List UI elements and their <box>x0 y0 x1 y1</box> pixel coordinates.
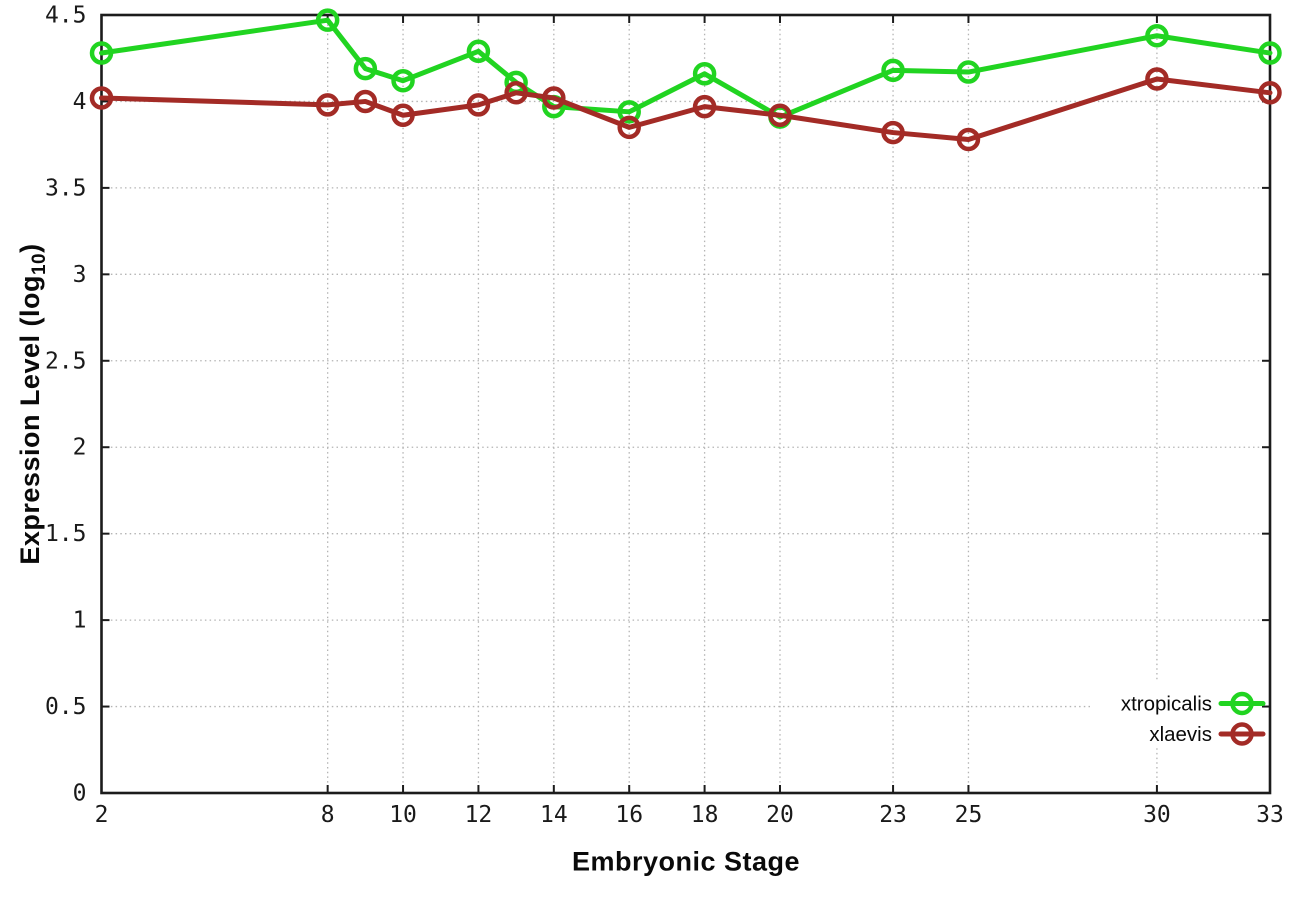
plot-frame <box>100 13 1272 795</box>
y-tick-label: 4.5 <box>45 3 87 29</box>
y-axis-title: Expression Level (log10) <box>15 243 51 564</box>
data-point-xlaevis <box>504 81 528 105</box>
y-tick-label: 0.5 <box>45 694 87 720</box>
y-tick-label: 4 <box>73 89 87 115</box>
x-tick-label: 12 <box>465 802 493 828</box>
data-point-xtropicalis <box>391 68 415 93</box>
data-point-xtropicalis <box>881 58 905 83</box>
data-point-xtropicalis <box>89 41 114 65</box>
x-tick-label: 8 <box>321 802 335 828</box>
x-tick-label: 20 <box>766 802 794 828</box>
x-tick-label: 10 <box>389 802 417 828</box>
y-tick-label: 0 <box>73 781 87 807</box>
data-point-xlaevis <box>956 127 981 152</box>
data-point-xlaevis <box>89 86 114 110</box>
data-point-xlaevis <box>768 103 792 128</box>
data-point-xlaevis <box>692 94 717 119</box>
x-tick-label: 33 <box>1256 802 1284 828</box>
data-point-xlaevis <box>391 103 415 128</box>
y-axis-title-subscript: 10 <box>29 252 50 276</box>
data-point-xtropicalis <box>617 100 641 124</box>
data-point-xlaevis <box>1258 81 1282 105</box>
data-point-xtropicalis <box>315 8 340 32</box>
data-point-xlaevis <box>617 115 641 140</box>
data-point-xtropicalis <box>466 39 491 64</box>
data-point-xlaevis <box>542 86 566 110</box>
data-point-xlaevis <box>353 89 378 114</box>
y-axis-title-close: ) <box>15 243 45 253</box>
y-tick-label: 1.5 <box>45 521 87 547</box>
y-axis-title-text: Expression Level (log <box>15 275 45 565</box>
x-tick-label: 18 <box>691 802 719 828</box>
series-line-xlaevis <box>99 76 1273 142</box>
data-point-xtropicalis <box>353 56 378 81</box>
x-tick-label: 16 <box>615 802 643 828</box>
legend-marker-xtropicalis <box>1230 691 1254 716</box>
data-point-xtropicalis <box>692 62 717 86</box>
x-tick-label: 25 <box>955 802 983 828</box>
legend-label-xlaevis: xlaevis <box>1149 723 1212 746</box>
x-tick-label: 23 <box>879 802 907 828</box>
y-tick-label: 3.5 <box>45 175 87 201</box>
x-tick-label: 30 <box>1143 802 1171 828</box>
data-point-xtropicalis <box>1145 23 1169 48</box>
data-point-xlaevis <box>881 120 905 145</box>
data-point-xlaevis <box>466 93 491 117</box>
x-tick-label: 14 <box>540 802 568 828</box>
y-tick-label: 2 <box>73 435 87 461</box>
x-tick-label: 2 <box>95 802 109 828</box>
y-tick-label: 1 <box>73 608 87 634</box>
legend-label-xtropicalis: xtropicalis <box>1121 693 1212 716</box>
data-point-xtropicalis <box>1258 41 1282 65</box>
data-point-xlaevis <box>1145 67 1169 91</box>
y-tick-label: 3 <box>73 262 87 288</box>
y-tick-label: 2.5 <box>45 348 87 374</box>
data-point-xlaevis <box>315 93 340 117</box>
series-line-xtropicalis <box>99 17 1273 120</box>
x-axis-title: Embryonic Stage <box>571 846 801 877</box>
legend-marker-xlaevis <box>1230 722 1254 746</box>
data-point-xtropicalis <box>956 60 981 84</box>
